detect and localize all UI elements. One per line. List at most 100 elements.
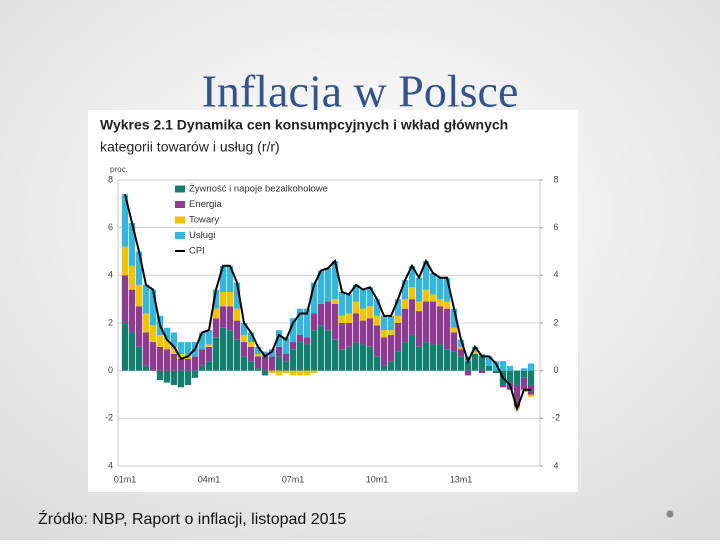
bar-segment xyxy=(198,349,206,366)
y-tick-label: 0 xyxy=(108,365,113,375)
bar-segment xyxy=(226,292,234,307)
bar-segment xyxy=(219,327,227,371)
bar-segment xyxy=(317,270,325,304)
cpi-line xyxy=(124,194,531,412)
bar-segment xyxy=(408,265,416,288)
y2-tick-label: -2 xyxy=(552,413,560,423)
bar-segment xyxy=(212,289,220,309)
bar-segment xyxy=(310,330,318,371)
bar-segment xyxy=(506,370,514,383)
bullet xyxy=(666,510,674,518)
bar-segment xyxy=(275,370,283,376)
bar-segment xyxy=(247,361,255,371)
bar-segment xyxy=(219,265,227,293)
y-tick-label: 8 xyxy=(108,174,113,184)
bar-segment xyxy=(387,315,395,331)
bar-segment xyxy=(359,320,367,345)
bar-segment xyxy=(394,351,402,371)
bar-segment xyxy=(373,356,381,371)
bar-segment xyxy=(310,282,318,314)
bar-segment xyxy=(422,289,430,302)
bar-segment xyxy=(135,251,143,285)
bar-segment xyxy=(149,342,157,371)
legend-label: Usługi xyxy=(189,230,215,241)
bars xyxy=(121,194,535,409)
bar-segment xyxy=(275,356,283,371)
bar-segment xyxy=(254,368,262,371)
bar-segment xyxy=(443,308,451,350)
bar-segment xyxy=(128,265,136,290)
bar-segment xyxy=(205,361,213,371)
bar-segment xyxy=(247,346,255,362)
bar-segment xyxy=(226,330,234,371)
y2-tick-label: 0 xyxy=(553,365,558,375)
bar-segment xyxy=(394,323,402,352)
bar-segment xyxy=(191,370,199,378)
bar-segment xyxy=(443,277,451,302)
bar-segment xyxy=(317,303,325,326)
bar-segment xyxy=(310,313,318,331)
bar-segment xyxy=(282,361,290,371)
bar-segment xyxy=(212,308,220,319)
bar-segment xyxy=(331,299,339,304)
bar-segment xyxy=(240,342,248,357)
bar-segment xyxy=(198,365,206,371)
bar-segment xyxy=(149,289,157,326)
bar-segment xyxy=(142,313,150,333)
bar-segment xyxy=(387,334,395,362)
bar-segment xyxy=(408,287,416,300)
bar-segment xyxy=(247,332,255,343)
bar-segment xyxy=(184,358,192,371)
bar-segment xyxy=(415,311,423,347)
bar-segment xyxy=(366,306,374,319)
bar-segment xyxy=(282,353,290,362)
bar-segment xyxy=(240,323,248,335)
bar-segment xyxy=(282,337,290,354)
bar-segment xyxy=(464,361,472,371)
bar-segment xyxy=(401,280,409,300)
bar-segment xyxy=(471,353,479,371)
bar-segment xyxy=(450,332,458,352)
bar-segment xyxy=(170,370,178,385)
bar-segment xyxy=(352,313,360,343)
bar-segment xyxy=(184,356,192,359)
bar-segment xyxy=(135,284,143,307)
chart-subtitle: kategorii towarów i usług (r/r) xyxy=(100,139,280,155)
bar-segment xyxy=(513,370,521,385)
bar-segment xyxy=(303,344,311,371)
bar-segment xyxy=(205,344,213,347)
bar-segment xyxy=(387,361,395,371)
bar-segment xyxy=(415,301,423,312)
bar-segment xyxy=(121,275,129,323)
bar-segment xyxy=(401,342,409,371)
x-tick-label: 01m1 xyxy=(114,474,137,484)
bar-segment xyxy=(415,346,423,371)
bar-segment xyxy=(268,370,276,374)
bar-segment xyxy=(261,356,269,371)
bar-segment xyxy=(520,368,528,371)
bar-segment xyxy=(478,370,486,374)
bar-segment xyxy=(219,306,227,328)
bar-segment xyxy=(345,346,353,371)
bar-segment xyxy=(373,325,381,357)
bar-segment xyxy=(163,370,171,383)
bar-segment xyxy=(233,282,241,309)
bar-segment xyxy=(471,351,479,354)
bar-segment xyxy=(219,292,227,307)
bar-segment xyxy=(345,294,353,314)
bar-segment xyxy=(163,339,171,350)
bar-segment xyxy=(324,268,332,302)
bar-segment xyxy=(177,370,185,388)
bar-segment xyxy=(324,301,332,331)
bar-segment xyxy=(149,325,157,343)
bar-segment xyxy=(408,299,416,335)
bar-segment xyxy=(345,313,353,323)
legend-label: Energia xyxy=(189,199,222,210)
bar-segment xyxy=(121,323,129,371)
bar-segment xyxy=(331,339,339,371)
y2-tick-label: 8 xyxy=(553,174,558,184)
bar-segment xyxy=(303,370,311,376)
bar-segment xyxy=(184,342,192,357)
bar-segment xyxy=(163,327,171,340)
bar-segment xyxy=(303,308,311,338)
